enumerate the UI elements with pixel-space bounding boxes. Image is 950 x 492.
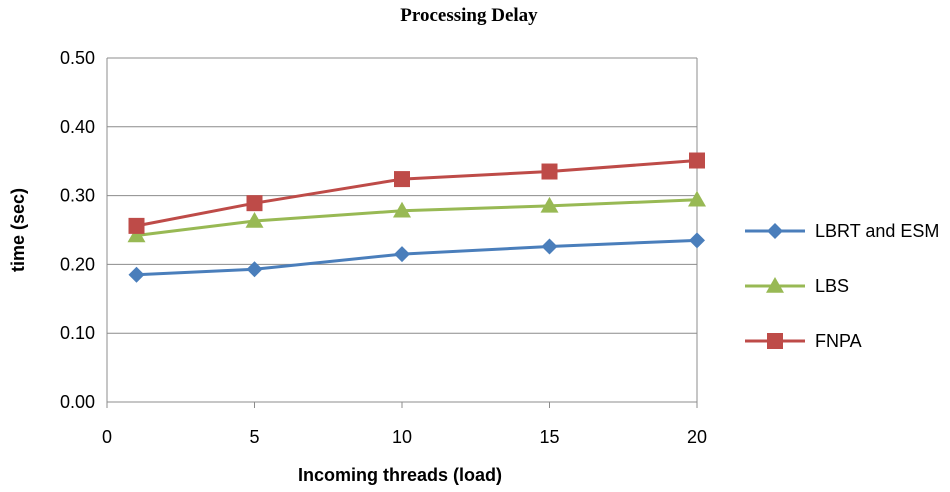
y-tick-label: 0.50 — [60, 48, 95, 68]
data-point — [394, 171, 410, 188]
x-tick-label: 5 — [249, 427, 259, 447]
y-tick-label: 0.30 — [60, 186, 95, 206]
data-point — [128, 217, 145, 234]
series-lbs — [127, 190, 706, 243]
data-point — [246, 261, 263, 278]
x-tick-label: 0 — [102, 427, 112, 447]
legend-marker — [766, 277, 784, 293]
series-lbrt-and-esm — [128, 232, 705, 283]
series-line — [136, 159, 698, 228]
legend-marker — [767, 333, 783, 349]
legend-label: LBRT and ESM — [815, 221, 939, 241]
y-tick-label: 0.10 — [60, 323, 95, 343]
y-axis-title: time (sec) — [8, 188, 28, 272]
y-tick-labels: 0.00 0.10 0.20 0.30 0.40 0.50 — [60, 48, 95, 412]
legend-label: FNPA — [815, 331, 862, 351]
series-line — [136, 198, 698, 237]
series-line — [136, 238, 698, 277]
data-point — [540, 196, 559, 213]
legend-item: LBRT and ESM — [745, 221, 939, 241]
data-point — [541, 163, 558, 180]
data-point — [393, 201, 411, 218]
data-point — [128, 266, 145, 283]
y-tick-label: 0.40 — [60, 117, 95, 137]
data-point — [245, 212, 264, 228]
x-tick-label: 15 — [539, 427, 559, 447]
legend-label: LBS — [815, 276, 849, 296]
x-axis-title: Incoming threads (load) — [298, 465, 502, 485]
data-point — [689, 152, 705, 169]
data-point — [541, 238, 558, 255]
series-fnpa — [128, 152, 705, 234]
axes — [106, 58, 698, 408]
legend-marker — [767, 223, 783, 239]
legend: LBRT and ESM LBS FNPA — [745, 221, 939, 351]
gridlines — [107, 57, 697, 334]
data-point — [689, 232, 705, 249]
y-tick-label: 0.20 — [60, 254, 95, 274]
chart-title: Processing Delay — [400, 5, 538, 26]
data-point — [688, 190, 706, 207]
data-point — [246, 195, 263, 212]
x-tick-label: 20 — [687, 427, 707, 447]
data-point — [127, 226, 146, 243]
x-tick-label: 10 — [392, 427, 412, 447]
y-tick-label: 0.00 — [60, 392, 95, 412]
data-point — [394, 246, 410, 263]
legend-item: LBS — [745, 276, 849, 296]
x-tick-labels: 0 5 10 15 20 — [102, 427, 707, 447]
legend-item: FNPA — [745, 331, 862, 351]
plot-series — [127, 152, 706, 283]
